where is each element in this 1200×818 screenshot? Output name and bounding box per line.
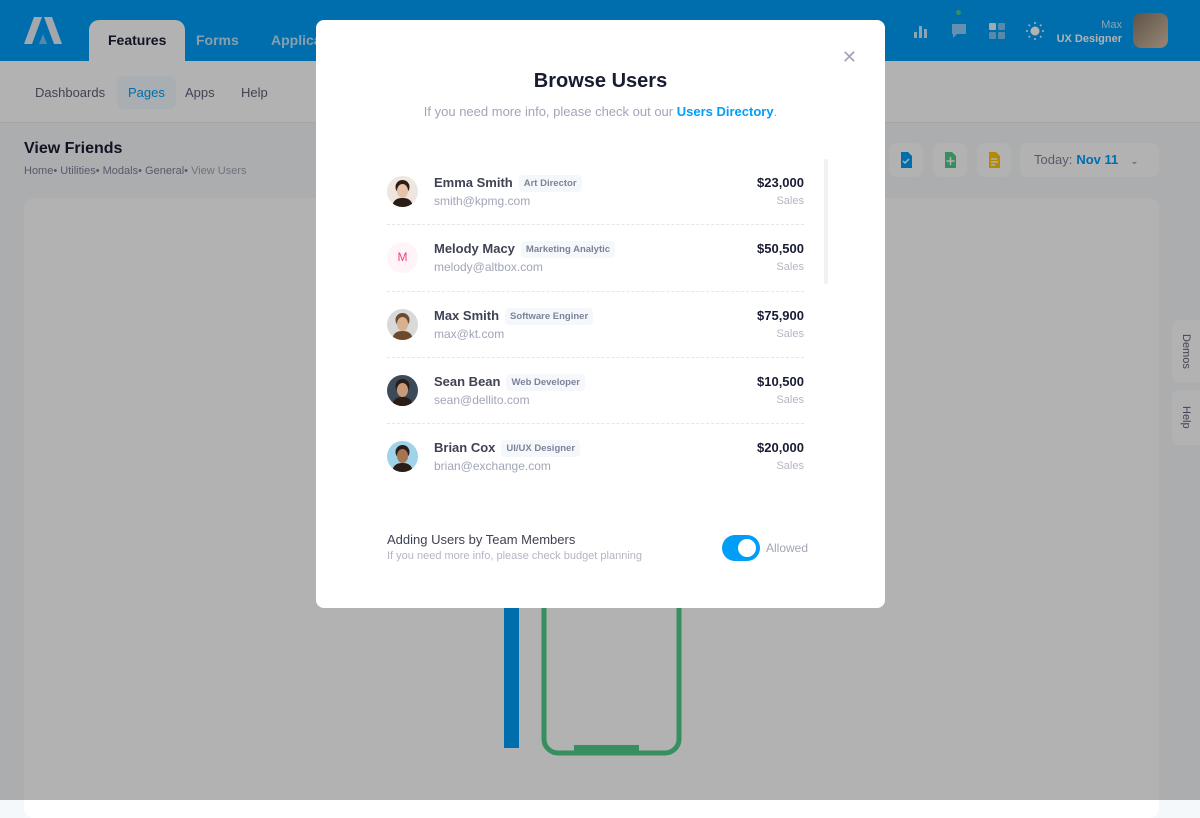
user-name[interactable]: Sean Bean Web Developer <box>434 373 585 391</box>
user-name-text: Brian Cox <box>434 440 496 456</box>
sales-amount: $23,000 <box>757 175 804 190</box>
user-avatar <box>387 308 418 340</box>
sales-label: Sales <box>776 327 804 340</box>
role-badge: Web Developer <box>506 373 585 391</box>
apps-grid-icon[interactable] <box>988 22 1006 40</box>
sales-label: Sales <box>776 393 804 406</box>
chevron-down-icon: ⌄ <box>1130 156 1139 167</box>
sun-icon[interactable] <box>1026 22 1044 40</box>
sales-label: Sales <box>776 195 804 207</box>
scrollbar[interactable] <box>824 159 828 284</box>
allow-toggle[interactable] <box>722 535 760 561</box>
side-tab-demos[interactable]: Demos <box>1172 320 1200 382</box>
role-badge: Art Director <box>518 175 582 192</box>
date-picker[interactable]: Today: Nov 11 ⌄ <box>1020 143 1159 177</box>
sales-amount: $75,900 <box>757 307 804 323</box>
breadcrumb: Home• Utilities• Modals• General• View U… <box>24 165 247 177</box>
user-name-text: Sean Bean <box>434 373 501 389</box>
user-email: brian@exchange.com <box>434 459 551 474</box>
user-name-text: Melody Macy <box>434 241 515 257</box>
file-add-button[interactable] <box>933 143 967 177</box>
sales-amount: $20,000 <box>757 440 804 456</box>
breadcrumb-utilities[interactable]: Utilities <box>60 165 96 177</box>
user-avatar <box>387 374 418 406</box>
user-avatar[interactable] <box>1133 13 1168 48</box>
user-name-text: Max Smith <box>434 307 500 323</box>
chart-icon[interactable] <box>912 22 930 40</box>
side-tab-help[interactable]: Help <box>1172 390 1200 445</box>
user-info[interactable]: Max UX Designer <box>1057 18 1122 46</box>
chat-icon[interactable] <box>950 22 968 40</box>
role-badge: Software Enginer <box>505 307 594 325</box>
user-name: Max <box>1101 19 1122 31</box>
page-title: View Friends <box>24 140 123 157</box>
users-directory-link[interactable]: Users Directory <box>676 104 774 119</box>
user-email: sean@dellito.com <box>434 392 530 407</box>
sales-amount: $10,500 <box>757 373 804 389</box>
file-check-icon <box>901 152 912 168</box>
subnav-help[interactable]: Help <box>241 85 268 100</box>
user-row[interactable]: Emma Smith Art Director smith@kpmg.com $2… <box>387 159 804 226</box>
user-email: smith@kpmg.com <box>434 194 531 208</box>
sales-label: Sales <box>776 460 804 473</box>
subnav-apps[interactable]: Apps <box>185 85 215 100</box>
modal-subtitle-text: If you need more info, please check out … <box>423 104 674 119</box>
tab-features[interactable]: Features <box>89 20 186 61</box>
sales-amount: $50,500 <box>757 241 804 257</box>
user-email: melody@altbox.com <box>434 260 543 275</box>
user-row[interactable]: Max Smith Software Enginer max@kt.com $75… <box>387 292 804 358</box>
user-row[interactable]: Brian Cox UI/UX Designer brian@exchange.c… <box>387 424 804 490</box>
sales-label: Sales <box>776 261 804 274</box>
user-role: UX Designer <box>1056 33 1122 45</box>
role-badge: UI/UX Designer <box>501 440 581 458</box>
file-text-button[interactable] <box>977 143 1011 177</box>
footer-title: Adding Users by Team Members <box>387 532 576 547</box>
toggle-label: Allowed <box>766 541 809 555</box>
avatar-letter: M <box>387 242 418 274</box>
user-avatar <box>387 441 418 473</box>
user-name[interactable]: Max Smith Software Enginer <box>434 307 594 325</box>
breadcrumb-home[interactable]: Home <box>24 165 54 177</box>
close-icon[interactable]: ✕ <box>841 47 857 67</box>
tab-forms[interactable]: Forms <box>196 32 239 48</box>
user-row[interactable]: Sean Bean Web Developer sean@dellito.com … <box>387 358 804 425</box>
date-value: Nov 11 <box>1076 152 1119 167</box>
logo-icon[interactable] <box>24 17 62 44</box>
user-avatar <box>387 176 418 207</box>
file-check-button[interactable] <box>889 143 923 177</box>
user-list: Emma Smith Art Director smith@kpmg.com $2… <box>387 159 804 490</box>
user-name[interactable]: Melody Macy Marketing Analytic <box>434 241 616 259</box>
modal-title: Browse Users <box>533 70 668 92</box>
user-name[interactable]: Emma Smith Art Director <box>434 175 582 192</box>
breadcrumb-general[interactable]: General <box>145 165 185 177</box>
date-label: Today: <box>1034 152 1073 167</box>
subnav-pages[interactable]: Pages <box>117 76 176 109</box>
user-name-text: Emma Smith <box>434 175 513 190</box>
browse-users-modal: ✕ Browse Users If you need more info, pl… <box>316 20 885 608</box>
user-row[interactable]: M Melody Macy Marketing Analytic melody@al… <box>387 225 804 292</box>
modal-subtitle: If you need more info, please check out … <box>423 104 778 119</box>
breadcrumb-current: View Users <box>191 165 247 177</box>
subnav-dashboards[interactable]: Dashboards <box>35 85 106 100</box>
user-name[interactable]: Brian Cox UI/UX Designer <box>434 440 581 458</box>
user-email: max@kt.com <box>434 326 505 341</box>
footer-subtitle: If you need more info, please check budg… <box>387 550 643 562</box>
notification-dot <box>956 10 961 15</box>
role-badge: Marketing Analytic <box>520 241 616 259</box>
file-text-icon <box>989 152 1000 168</box>
breadcrumb-modals[interactable]: Modals <box>102 165 139 177</box>
file-add-icon <box>945 152 956 168</box>
